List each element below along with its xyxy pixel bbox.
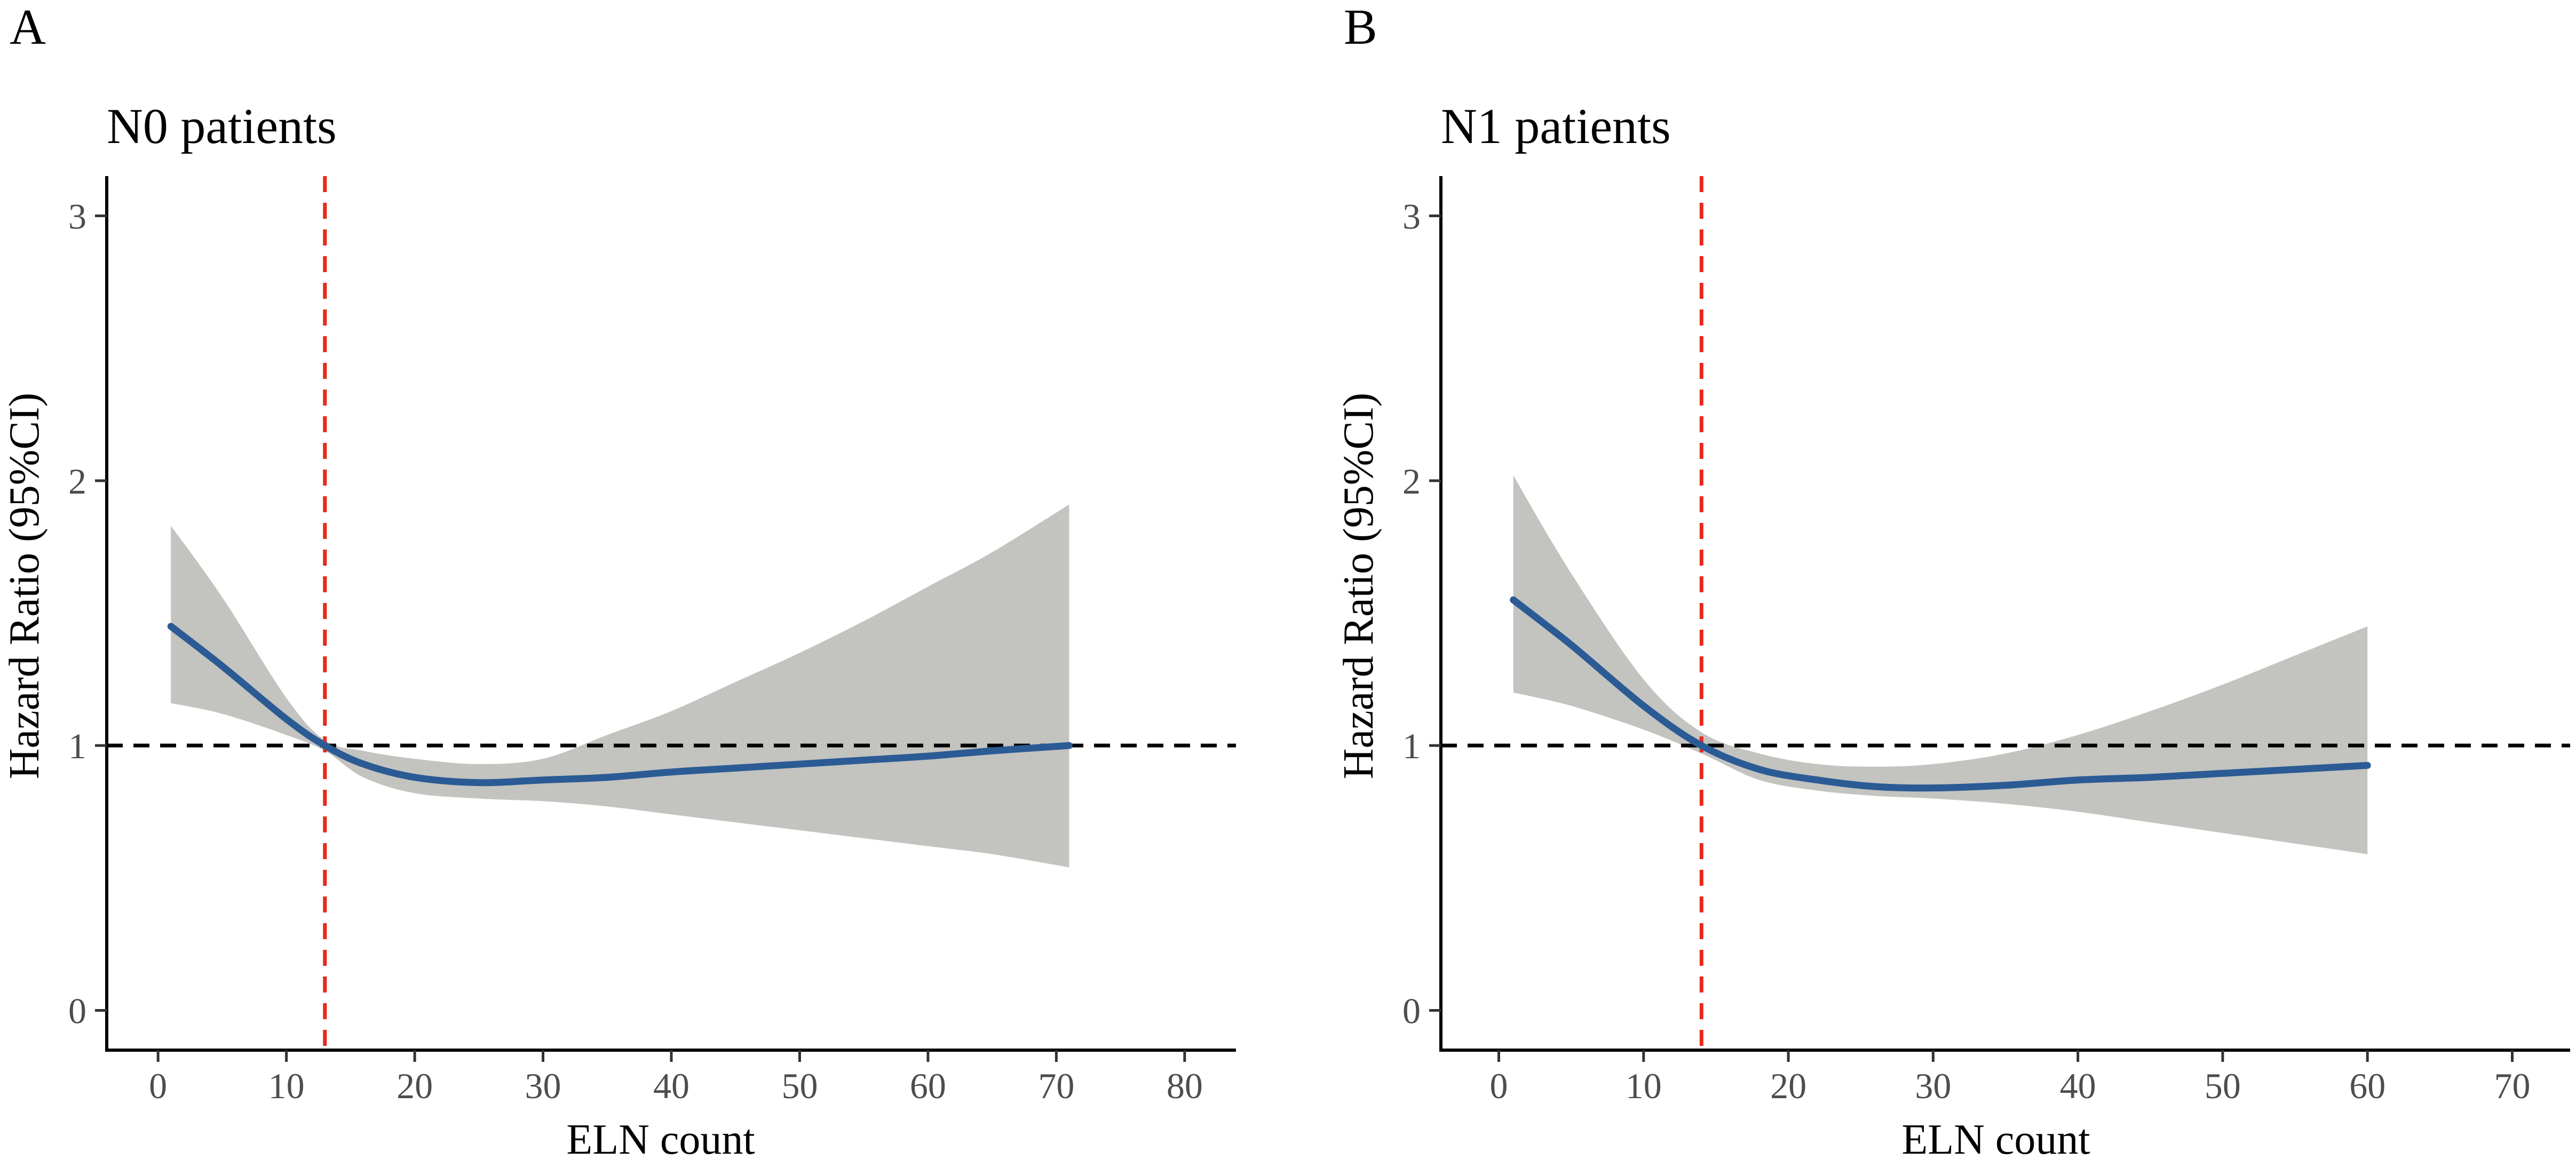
y-tick-label: 2 [68, 461, 86, 502]
y-tick-label: 2 [1402, 461, 1421, 502]
reference-line-layer [1441, 176, 2570, 1050]
hazard-ratio-line [1510, 596, 2371, 792]
x-tick-label: 50 [781, 1066, 818, 1106]
x-tick-label: 20 [397, 1066, 433, 1106]
chart-title: N1 patients [1441, 99, 1671, 154]
x-tick-label: 40 [653, 1066, 689, 1106]
x-tick-label: 0 [149, 1066, 167, 1106]
x-tick-label: 0 [1490, 1066, 1508, 1106]
panel-label: B [1344, 0, 1377, 55]
chart-title: N0 patients [107, 99, 337, 154]
x-tick-label: 60 [2349, 1066, 2385, 1106]
x-tick-label: 70 [1038, 1066, 1074, 1106]
confidence-band-layer [1513, 475, 2368, 854]
hazard-ratio-line [167, 623, 1073, 787]
panel-a: A N0 patients ELN count Hazard Ratio (95… [1, 0, 1236, 1163]
y-tick-label: 0 [68, 991, 86, 1031]
x-tick-label: 70 [2494, 1066, 2530, 1106]
x-tick-label: 50 [2205, 1066, 2241, 1106]
y-tick-label: 0 [1402, 991, 1421, 1031]
axes-layer: 0 10 20 30 40 50 60 70 0 1 2 3 [1402, 176, 2570, 1106]
x-tick-label: 30 [525, 1066, 561, 1106]
x-tick-label: 10 [268, 1066, 305, 1106]
y-tick-label: 3 [68, 196, 86, 236]
confidence-band [171, 504, 1069, 868]
y-axis-title: Hazard Ratio (95%CI) [1, 393, 48, 779]
y-tick-label: 1 [68, 726, 86, 766]
x-axis-title: ELN count [1901, 1116, 2090, 1163]
panel-label: A [10, 0, 46, 55]
confidence-band-layer [171, 504, 1069, 868]
y-tick-label: 3 [1402, 196, 1421, 236]
y-tick-label: 1 [1402, 726, 1421, 766]
x-tick-label: 40 [2060, 1066, 2096, 1106]
x-tick-label: 10 [1626, 1066, 1662, 1106]
x-tick-label: 80 [1167, 1066, 1203, 1106]
x-tick-label: 60 [910, 1066, 946, 1106]
x-tick-label: 30 [1915, 1066, 1951, 1106]
line-layer [1510, 596, 2371, 792]
panel-b: B N1 patients ELN count Hazard Ratio (95… [1335, 0, 2570, 1163]
x-axis-title: ELN count [566, 1116, 755, 1163]
y-axis-title: Hazard Ratio (95%CI) [1335, 393, 1382, 779]
x-tick-label: 20 [1770, 1066, 1806, 1106]
axes-layer: 0 10 20 30 40 50 60 70 80 0 1 2 3 [68, 176, 1236, 1106]
confidence-band [1513, 475, 2368, 854]
line-layer [167, 623, 1073, 787]
